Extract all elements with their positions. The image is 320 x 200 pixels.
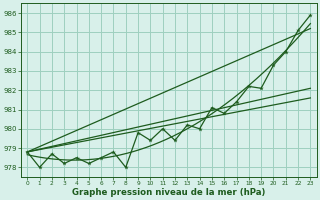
X-axis label: Graphe pression niveau de la mer (hPa): Graphe pression niveau de la mer (hPa)	[72, 188, 266, 197]
